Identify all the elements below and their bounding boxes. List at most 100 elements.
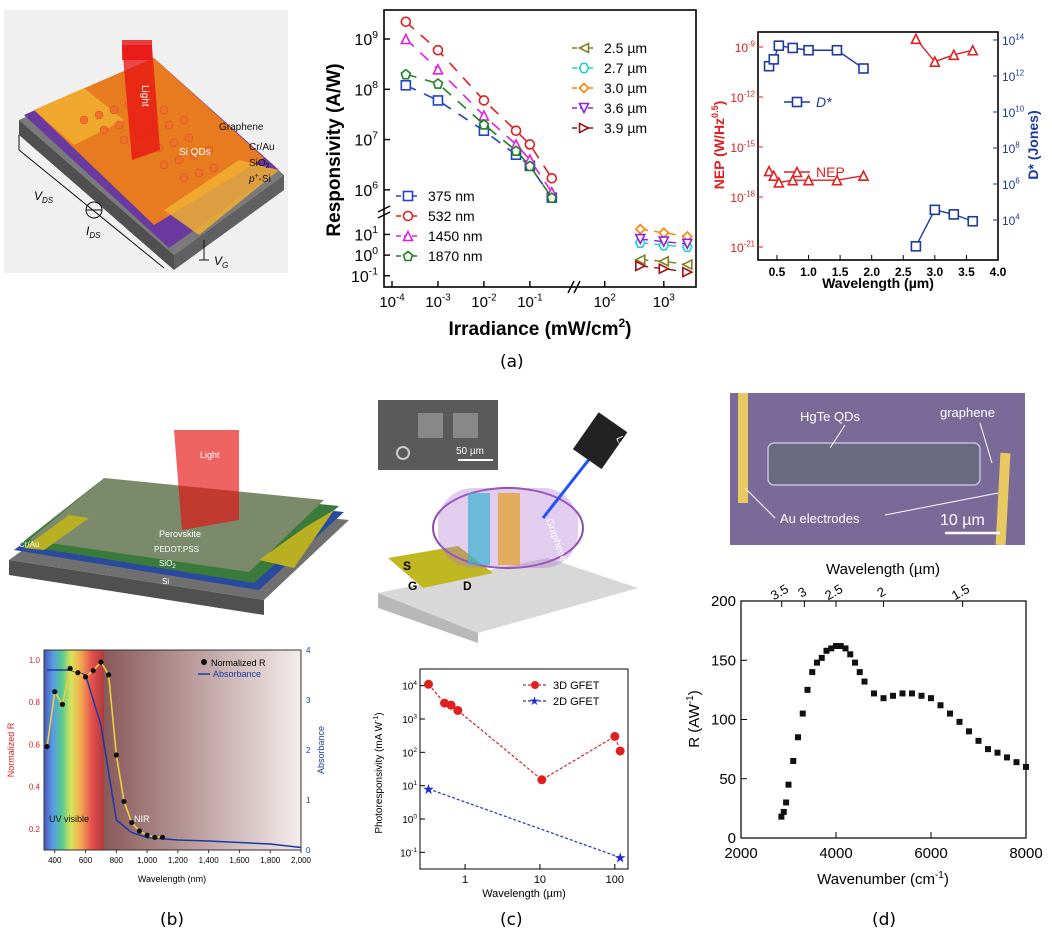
caption-c: (c): [500, 910, 523, 930]
hgte-qds-label: HgTe QDs: [800, 409, 860, 424]
drain-label: D: [463, 579, 472, 593]
a2-data-point: [857, 169, 870, 181]
a1-legend-marker: [578, 102, 590, 115]
a2-data-point: [802, 173, 815, 186]
normalized-r-point: [129, 819, 135, 826]
a2-legend-dstar: D*: [816, 94, 832, 110]
b-ytick-right-label: 3: [306, 696, 311, 705]
panel-c-chart: 1 10 100 104 103 102 101 100 10-1 ★ ★ 3D GFET ★ 2…: [368, 655, 668, 905]
a1-xlabel: Irradiance (mW/cm2): [448, 316, 631, 340]
c-data-point: [424, 679, 434, 689]
b-xlabel: Wavelength (nm): [138, 874, 206, 884]
caption-d: (d): [872, 910, 897, 930]
d-ylabel: R (AW-1): [685, 690, 703, 748]
d-ytick-label: 0: [728, 830, 736, 847]
c-data-point: [615, 746, 625, 756]
b-xtick-label: 1,600: [229, 856, 250, 865]
c-data-point: [537, 775, 547, 785]
rolled-graphene-device: 50 µm Laser Graphene S G D: [368, 398, 658, 643]
a2-xtick-label: 2.0: [863, 265, 880, 279]
spectrum-chart-svg: 400 600 800 1,000 1,200 1,400 1,600 1,800 2,000 1…: [6, 646, 326, 884]
a1-legend-label: 1870 nm: [428, 248, 482, 264]
a2-data-point: [966, 43, 979, 56]
si-qds-label: Si QDs: [179, 147, 211, 158]
d-data-point: [785, 781, 792, 788]
a2-series-line: [915, 38, 973, 63]
normalized-r-point: [59, 701, 66, 707]
a1-data-point: [681, 238, 694, 251]
normalized-r-point: [82, 674, 89, 680]
caption-a: (a): [500, 352, 524, 372]
a2-data-point: [831, 44, 843, 56]
a1-legend-label: 3.0 µm: [604, 80, 647, 96]
normalized-r-point: [144, 832, 150, 838]
svg-text:★: ★: [529, 694, 540, 708]
d-data-point: [880, 695, 887, 702]
a2-data-point: [910, 32, 922, 45]
d-top-xlabel: Wavelength (µm): [826, 561, 940, 578]
a1-data-point: [658, 236, 670, 248]
b-ytick-left-label: 0.6: [29, 740, 41, 749]
a1-legend-label: 1450 nm: [428, 228, 482, 244]
a1-data-point: [546, 172, 558, 184]
d-data-point: [1004, 754, 1010, 761]
a2-series-line: [915, 209, 973, 247]
d-data-point: [780, 808, 787, 815]
b-xtick-label: 1,000: [137, 856, 158, 865]
a1-data-point: [432, 78, 444, 89]
light-label: Light: [139, 85, 150, 107]
b-ylabel-right: Absorbance: [316, 726, 326, 774]
normalized-r-point: [52, 689, 58, 695]
d-ytick-label: 50: [719, 771, 736, 788]
c-xtick-label: 1: [462, 874, 468, 886]
b-ytick-right-label: 2: [306, 746, 311, 755]
a1-data-point: [524, 139, 536, 150]
a1-data-point: [634, 233, 647, 246]
a2-data-point: [803, 44, 814, 56]
d-xtick-label: 8000: [1009, 845, 1042, 862]
d-data-point: [947, 710, 953, 717]
vg-label: VG: [214, 254, 228, 270]
d-top-tick-label: 2.5: [822, 581, 845, 603]
panel-d-micrograph: HgTe QDs graphene Au electrodes 10 µm: [730, 393, 1025, 546]
a2-ytick-left-label: 10-15: [730, 140, 755, 155]
a2-xtick-label: 3.0: [926, 265, 943, 279]
normalized-r-point: [159, 834, 166, 840]
a2-ylabel-left: NEP (W/Hz0.5): [710, 101, 727, 190]
a1-series-line: [405, 38, 553, 193]
panel-a-device-image: Light Si QDs Graphene Cr/Au SiO2 p+-Si V…: [4, 10, 288, 273]
a2-legend-marker: [791, 96, 803, 108]
a1-ytick-label: 106: [354, 181, 378, 200]
a1-series-line: [640, 238, 688, 245]
a1-data-point: [658, 227, 670, 239]
d-data-point: [966, 728, 972, 735]
d-ytick-label: 100: [711, 712, 736, 729]
sio2-label: SiO2: [249, 158, 270, 170]
d-data-point: [871, 690, 877, 697]
panel-d-chart: 2000 4000 6000 8000 0 50 100 150 200 3.5 3 2.5 2 1.5 …: [685, 556, 1045, 896]
si-label: Si: [162, 577, 169, 586]
d-xlabel: Wavenumber (cm-1): [817, 870, 949, 888]
responsivity-chart-svg: 10-1 100 101 106 107 108 109 10-4 10-3 10-2 10-1 1…: [324, 9, 697, 340]
normalized-r-point: [136, 828, 143, 834]
a1-legend-label: 2.5 µm: [604, 40, 647, 56]
d-top-tick-label: 2: [874, 584, 888, 601]
panel-a-responsivity-chart: 10-1 100 101 106 107 108 109 10-4 10-3 10-2 10-1 1…: [312, 0, 707, 345]
panel-c-device-image: 50 µm Laser Graphene S G D: [368, 398, 658, 643]
a2-data-point: [929, 204, 941, 216]
d-data-point: [956, 718, 963, 725]
d-data-point: [985, 746, 991, 753]
caption-b: (b): [160, 910, 185, 930]
sem-scale-label: 50 µm: [456, 446, 484, 457]
a1-xtick-label: 10-1: [517, 292, 542, 311]
d-data-point: [890, 692, 896, 699]
b-xtick-label: 600: [79, 856, 93, 865]
a2-data-point: [787, 42, 799, 54]
a1-series-line: [405, 21, 553, 179]
a1-legend-marker: [578, 62, 590, 74]
d-graphene-label: graphene: [940, 405, 995, 420]
perovskite-label: Perovskite: [159, 529, 201, 539]
a2-ytick-right-label: 1012: [1002, 69, 1024, 84]
d-xtick-label: 2000: [724, 845, 757, 862]
